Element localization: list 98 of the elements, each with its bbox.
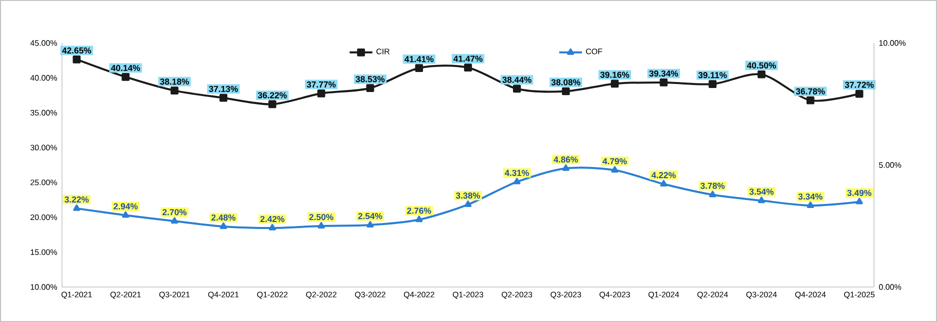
point — [464, 64, 472, 72]
data-label: 4.22% — [652, 172, 676, 178]
data-label: 39.11% — [698, 72, 727, 78]
x-tick-label: Q2-2022 — [306, 292, 336, 299]
point — [758, 70, 766, 78]
point — [562, 87, 570, 96]
point — [219, 94, 228, 102]
data-label: 37.13% — [208, 86, 238, 92]
data-label: 3.38% — [456, 192, 480, 199]
point — [317, 89, 326, 98]
y-tick-label: 45.00% — [30, 40, 58, 46]
data-label: 3.54% — [749, 188, 774, 195]
point — [73, 204, 80, 211]
point — [758, 196, 766, 204]
y-tick-label: 10.00% — [30, 284, 58, 290]
data-label: 40.14% — [111, 64, 140, 72]
data-label: 38.53% — [356, 76, 385, 82]
data-label: 2.48% — [211, 214, 236, 221]
data-label: 39.34% — [649, 70, 678, 77]
y2-tick-label: 5.00% — [879, 162, 902, 168]
point — [709, 190, 716, 198]
x-tick-label: Q3-2022 — [354, 292, 386, 299]
x-tick-label: Q1-2021 — [61, 292, 92, 299]
point — [464, 200, 472, 207]
data-label: 38.18% — [160, 78, 189, 85]
data-label: 41.41% — [404, 56, 434, 62]
point — [318, 222, 325, 228]
x-tick-label: Q4-2022 — [404, 292, 434, 299]
point — [170, 217, 178, 224]
y-tick-label: 25.00% — [30, 180, 58, 186]
point — [268, 224, 276, 230]
point — [220, 222, 227, 229]
point — [513, 178, 520, 184]
y-tick-label: 15.00% — [30, 249, 58, 255]
data-label: 3.22% — [64, 196, 89, 203]
x-tick-label: Q4-2023 — [600, 292, 630, 299]
data-label: 2.42% — [260, 216, 284, 222]
point — [610, 80, 619, 88]
point — [660, 180, 668, 186]
point — [708, 80, 717, 88]
point — [660, 78, 668, 86]
x-tick-label: Q2-2023 — [502, 292, 532, 299]
x-tick-label: Q2-2024 — [697, 292, 728, 299]
point — [806, 96, 814, 104]
x-tick-label: Q1-2025 — [844, 292, 875, 299]
legend-label: CIR — [376, 48, 390, 54]
data-label: 42.65% — [62, 47, 92, 54]
legend-label: COF — [586, 48, 602, 54]
data-label: 40.50% — [746, 62, 776, 69]
point — [562, 164, 570, 171]
point — [416, 216, 423, 222]
data-label: 2.94% — [114, 203, 138, 210]
data-label: 2.50% — [309, 214, 334, 220]
x-tick-label: Q4-2021 — [208, 292, 239, 299]
point — [366, 84, 374, 92]
point — [856, 198, 863, 204]
point — [366, 221, 374, 228]
x-tick-label: Q3-2024 — [746, 292, 777, 299]
point — [806, 202, 814, 208]
data-label: 38.44% — [502, 76, 532, 83]
data-label: 37.72% — [844, 82, 874, 88]
point — [122, 72, 130, 81]
x-tick-label: Q1-2022 — [257, 292, 288, 299]
x-tick-label: Q3-2021 — [159, 292, 190, 299]
data-label: 36.22% — [258, 92, 287, 98]
data-label: 41.47% — [453, 56, 482, 62]
y-tick-label: 30.00% — [30, 144, 58, 150]
y2-tick-label: 10.00% — [879, 40, 906, 46]
y-tick-label: 20.00% — [30, 214, 58, 220]
point — [72, 55, 81, 64]
x-tick-label: Q4-2024 — [795, 292, 826, 299]
point — [268, 100, 276, 108]
data-label: 2.76% — [407, 208, 432, 214]
point — [512, 84, 521, 93]
x-tick-label: Q3-2023 — [550, 292, 582, 299]
y-tick-label: 40.00% — [30, 75, 58, 81]
data-label: 4.31% — [504, 170, 529, 176]
y-tick-label: 35.00% — [30, 110, 58, 116]
data-label: 3.78% — [700, 182, 725, 189]
data-label: 37.77% — [306, 81, 336, 88]
data-label: 38.08% — [551, 79, 580, 86]
data-label: 36.78% — [796, 88, 825, 94]
y2-tick-label: 0.00% — [879, 284, 902, 290]
x-tick-label: Q1-2024 — [648, 292, 680, 299]
x-tick-label: Q2-2021 — [110, 292, 141, 299]
data-label: 2.70% — [162, 209, 187, 216]
x-tick-label: Q1-2023 — [452, 292, 484, 299]
point — [415, 64, 424, 72]
data-label: 2.54% — [358, 213, 382, 220]
data-label: 3.34% — [798, 193, 822, 200]
data-label: 4.79% — [602, 158, 627, 164]
data-label: 4.86% — [554, 156, 578, 163]
point — [122, 211, 130, 218]
point — [855, 90, 864, 98]
point — [611, 166, 618, 173]
data-label: 3.49% — [847, 190, 872, 196]
point — [170, 86, 178, 94]
data-label: 39.16% — [600, 72, 630, 78]
